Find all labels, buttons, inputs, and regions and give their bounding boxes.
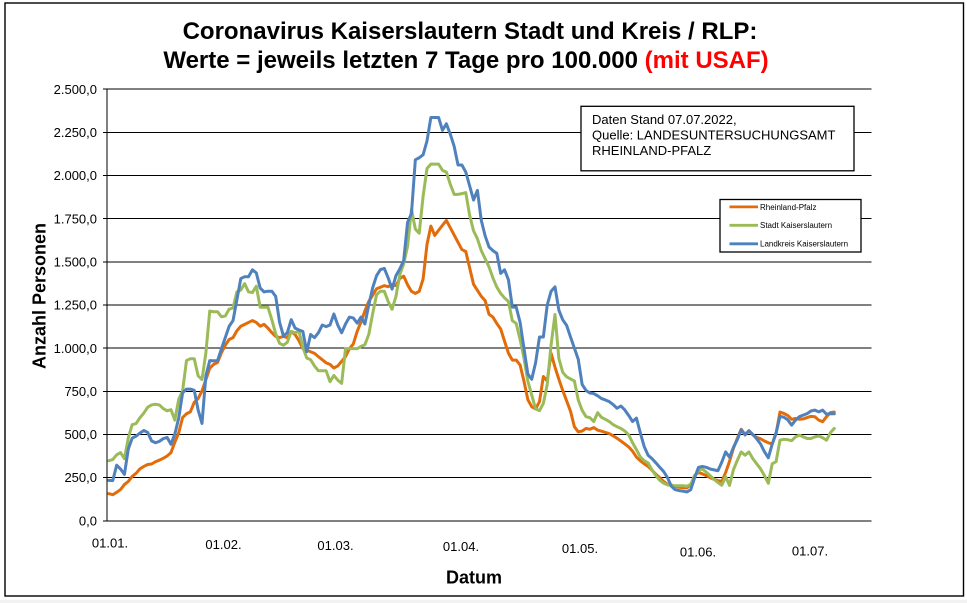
svg-text:Stadt Kaiserslautern: Stadt Kaiserslautern: [760, 221, 832, 230]
svg-text:Quelle: LANDESUNTERSUCHUNGSAMT: Quelle: LANDESUNTERSUCHUNGSAMT: [592, 128, 835, 143]
svg-text:2.000,0: 2.000,0: [54, 168, 97, 183]
svg-text:250,0: 250,0: [64, 470, 97, 485]
svg-text:Landkreis Kaiserslautern: Landkreis Kaiserslautern: [760, 240, 848, 249]
svg-text:01.05.: 01.05.: [562, 541, 598, 556]
svg-text:500,0: 500,0: [64, 427, 97, 442]
svg-text:1.750,0: 1.750,0: [54, 211, 97, 226]
svg-text:01.04.: 01.04.: [443, 539, 479, 554]
svg-text:Daten Stand 07.07.2022,: Daten Stand 07.07.2022,: [592, 112, 737, 127]
svg-text:Anzahl Personen: Anzahl Personen: [30, 223, 50, 369]
svg-text:2.250,0: 2.250,0: [54, 125, 97, 140]
svg-text:01.03.: 01.03.: [317, 538, 353, 553]
svg-text:0,0: 0,0: [79, 513, 97, 528]
svg-text:01.06.: 01.06.: [680, 544, 716, 559]
svg-text:01.07.: 01.07.: [792, 544, 828, 559]
svg-text:01.02.: 01.02.: [205, 537, 241, 552]
svg-text:1.250,0: 1.250,0: [54, 298, 97, 313]
svg-text:750,0: 750,0: [64, 384, 97, 399]
svg-text:Rheinland-Pfalz: Rheinland-Pfalz: [760, 203, 816, 212]
svg-text:Datum: Datum: [446, 568, 502, 588]
svg-text:Coronavirus Kaiserslautern Sta: Coronavirus Kaiserslautern Stadt und Kre…: [183, 18, 758, 45]
svg-text:2.500,0: 2.500,0: [54, 82, 97, 97]
svg-text:1.000,0: 1.000,0: [54, 341, 97, 356]
svg-text:RHEINLAND-PFALZ: RHEINLAND-PFALZ: [592, 143, 711, 158]
svg-text:Werte = jeweils letzten 7 Tage: Werte = jeweils letzten 7 Tage pro 100.0…: [163, 47, 768, 74]
svg-text:1.500,0: 1.500,0: [54, 254, 97, 269]
svg-text:01.01.: 01.01.: [92, 536, 128, 551]
